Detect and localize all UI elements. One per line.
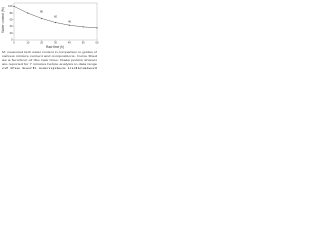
data-point — [96, 27, 98, 29]
data-point — [27, 12, 29, 14]
x-axis-label: Raw time (h) — [46, 45, 64, 49]
data-point — [13, 5, 15, 7]
data-point — [41, 17, 43, 20]
y-axis-label: Water content (%) — [1, 7, 5, 33]
x-tick-label: 40 — [68, 40, 71, 44]
caption-line: as a function of the raw time. Data poin… — [2, 58, 97, 62]
y-tick-label: 80 — [10, 11, 13, 15]
x-tick-label: 10 — [26, 40, 29, 44]
caption-line: of the kerb samples indicated — [2, 66, 98, 70]
caption-line: various mixture content and compositions… — [2, 54, 97, 58]
caption-line: M: measured kerb water content in compar… — [2, 50, 97, 54]
y-tick-label: 20 — [10, 31, 13, 35]
data-point — [68, 24, 70, 26]
annotation: 60 — [54, 15, 58, 19]
caption-line: are reported for 7 minutes before analys… — [2, 62, 97, 66]
x-tick-label: 0 — [13, 40, 15, 44]
annotation: 40 — [68, 20, 72, 24]
plot-frame — [13, 2, 98, 41]
x-tick-label: 20 — [40, 40, 43, 44]
x-tick-label: 50 — [82, 40, 85, 44]
y-tick-label: 60 — [10, 18, 13, 22]
y-tick-label: 40 — [10, 24, 13, 28]
x-tick-label: 30 — [54, 40, 57, 44]
data-point — [82, 26, 84, 28]
x-tick-label: 60 — [96, 40, 99, 44]
y-tick-label: 100 — [8, 4, 13, 8]
annotation: 80 — [40, 10, 44, 14]
y-tick-label: 0 — [11, 38, 13, 42]
chart: Water content (%) Raw time (h) 0 20 40 60 80… — [1, 2, 99, 70]
data-point — [54, 21, 57, 24]
